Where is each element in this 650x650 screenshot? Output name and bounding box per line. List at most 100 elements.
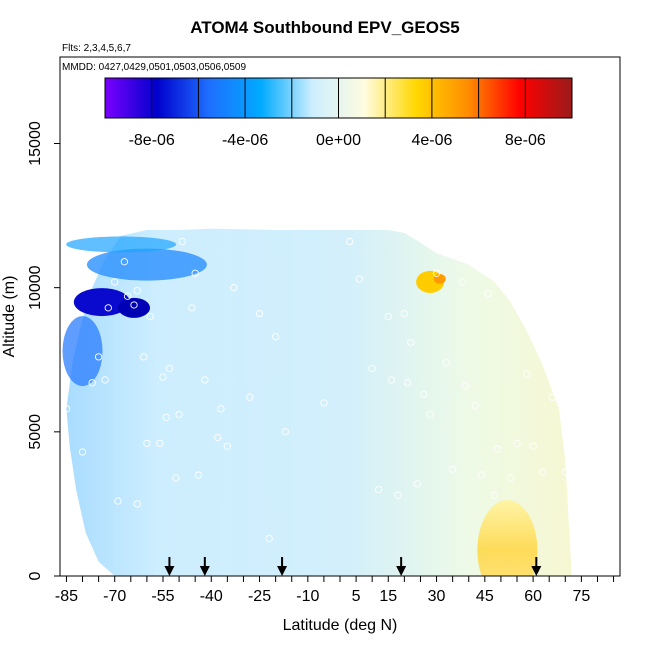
observation-point [104,304,112,312]
observation-point [271,333,280,341]
anomaly-negative-west [62,316,103,387]
observation-point [66,298,74,306]
observation-point [513,439,521,448]
observation-point [355,275,363,283]
observation-point [255,309,264,318]
flight-arrow-head [199,566,210,576]
observation-point [78,448,87,456]
observation-point [172,474,180,482]
observation-point [130,301,138,309]
observation-point [143,439,151,448]
x-tick-label: -70 [103,588,126,605]
observation-point [230,284,238,292]
observation-point [506,474,515,482]
observation-point [175,410,183,419]
observation-point [94,353,103,361]
colorbar-tick-label: 4e-06 [411,132,452,149]
observation-point [101,376,109,384]
flight-arrow-head [396,566,407,576]
observation-point [539,468,547,476]
observation-point [111,278,119,286]
observation-point [458,278,466,286]
y-tick-label: 0 [27,571,44,580]
colorbar-tick-label: -8e-06 [129,132,175,149]
y-axis-label: Altitude (m) [1,276,18,358]
observation-point [265,534,273,543]
observation-point [516,286,524,295]
flight-arrow-head [164,566,175,576]
observation-point [281,428,289,436]
observation-point [432,269,441,277]
anomaly-positive-upper-core [433,274,446,285]
observation-point [442,358,450,367]
observation-point [114,497,122,505]
observation-point [123,292,132,300]
observation-point [178,237,186,246]
observation-point [548,393,557,401]
observation-point [561,468,569,476]
observation-point [368,364,376,373]
x-tick-label: -10 [296,588,319,605]
y-tick-label: 15000 [27,121,44,166]
observation-point [523,370,531,378]
observation-point [156,439,164,448]
observation-point [159,373,167,381]
observation-point [88,379,96,387]
y-tick-label: 5000 [27,414,44,450]
anomaly-negative-upper [86,248,207,281]
x-tick-label: -55 [151,588,174,605]
observation-point [201,376,209,384]
x-tick-label: 15 [379,588,397,605]
dates-label: MMDD: 0427,0429,0501,0503,0506,0509 [62,62,247,73]
observation-point [346,237,354,246]
flight-arrow-head [531,566,542,576]
observation-point [146,312,154,321]
observation-point [384,312,392,321]
observation-point [477,471,486,479]
colorbar-tick-label: -4e-06 [222,132,268,149]
x-tick-label: 60 [524,588,542,605]
x-tick-label: 30 [428,588,446,605]
flight-arrow-head [277,566,288,576]
observation-point [394,491,402,499]
observation-point [407,338,415,347]
colorbar-tick-label: 8e-06 [505,132,546,149]
observation-point [188,304,196,312]
x-tick-label: -25 [248,588,271,605]
observation-point [217,405,225,413]
observation-point [246,393,254,401]
anomaly-positive-lower [477,500,538,576]
observation-point [494,445,502,453]
observation-point [471,402,479,410]
observation-point [387,376,396,384]
observation-point [223,442,232,450]
observation-point [191,269,199,277]
observation-point [165,364,174,373]
observation-point [400,309,409,318]
observation-point [194,471,203,479]
observation-point [426,410,434,419]
observation-point [162,413,170,422]
observation-point [403,379,412,387]
observation-point [133,286,141,295]
x-tick-label: 75 [572,588,590,605]
x-tick-label: -85 [55,588,78,605]
x-tick-label: -40 [200,588,223,605]
observation-point [133,500,141,508]
observation-point [484,289,492,298]
observation-point [413,480,421,488]
anomaly-negative-band [66,236,177,253]
x-tick-label: 45 [476,588,494,605]
observation-point [62,405,71,413]
observation-point [461,382,470,390]
observation-point [320,399,328,407]
observation-point [374,485,383,494]
heatmap-region [66,228,572,576]
observation-point [448,465,457,473]
observation-point [529,442,537,450]
x-tick-label: 5 [352,588,361,605]
observation-point [120,258,129,266]
chart-title: ATOM4 Southbound EPV_GEOS5 [190,18,460,37]
